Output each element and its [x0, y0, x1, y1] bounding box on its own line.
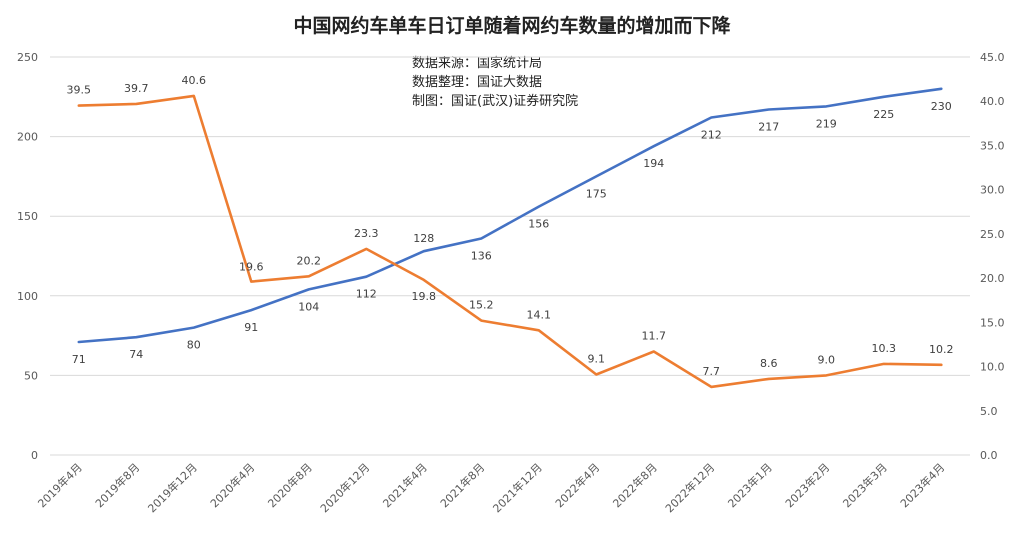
data-label: 71: [72, 353, 86, 366]
data-label: 194: [643, 157, 664, 170]
y-left-tick: 50: [24, 369, 38, 382]
x-tick-label: 2021年8月: [437, 460, 487, 510]
data-label: 15.2: [469, 299, 494, 312]
annotation-source: 数据来源：国家统计局: [412, 55, 542, 71]
data-label: 9.1: [588, 353, 606, 366]
data-label: 8.6: [760, 357, 778, 370]
x-tick-label: 2023年3月: [840, 460, 890, 510]
data-label: 156: [528, 218, 549, 231]
data-label: 104: [298, 300, 319, 313]
y-right-tick: 15.0: [980, 316, 1005, 329]
x-tick-label: 2020年12月: [317, 460, 372, 515]
data-label: 225: [873, 108, 894, 121]
annotation-maker: 制图：国证(武汉)证券研究院: [412, 93, 578, 109]
data-label: 23.3: [354, 227, 379, 240]
axes: 0 50 100 150 200 250 0.0 5.0 10.0 15.0 20.0 25.0 30.…: [17, 51, 1005, 515]
x-tick-label: 2020年4月: [207, 460, 257, 510]
y-left-tick: 250: [17, 51, 38, 64]
annotation-organizer: 数据整理：国证大数据: [412, 75, 542, 90]
x-tick-label: 2022年4月: [552, 460, 602, 510]
x-tick-label: 2019年4月: [35, 460, 85, 510]
data-label: 91: [244, 321, 258, 334]
series-line-right: [77, 94, 943, 389]
data-label: 7.7: [703, 365, 721, 378]
data-label: 39.5: [67, 84, 92, 97]
data-label: 212: [701, 128, 722, 141]
data-label: 39.7: [124, 82, 149, 95]
data-label: 80: [187, 339, 201, 352]
data-label: 9.0: [818, 353, 836, 366]
data-label: 10.2: [929, 343, 954, 356]
data-label: 11.7: [642, 330, 667, 343]
data-labels: 71 74 80 91 104 112 128 136 156 175 194 212 217 219 22…: [67, 74, 954, 378]
data-label: 19.8: [412, 290, 437, 303]
x-tick-label: 2021年12月: [490, 460, 545, 515]
x-tick-label: 2019年12月: [145, 460, 200, 515]
series-line-left: [77, 87, 943, 344]
data-label: 74: [129, 348, 143, 361]
data-label: 136: [471, 249, 492, 262]
data-label: 20.2: [297, 254, 322, 267]
y-left-tick: 150: [17, 210, 38, 223]
data-label: 40.6: [182, 74, 207, 87]
data-label: 217: [758, 121, 779, 134]
data-label: 19.6: [239, 261, 264, 274]
x-tick-label: 2019年8月: [92, 460, 142, 510]
y-right-tick: 25.0: [980, 228, 1005, 241]
y-right-tick: 0.0: [980, 449, 998, 462]
y-left-tick: 200: [17, 131, 38, 144]
data-label: 230: [931, 100, 952, 113]
gridlines: [50, 56, 970, 456]
y-right-tick: 35.0: [980, 139, 1005, 152]
x-tick-label: 2023年4月: [897, 460, 947, 510]
y-right-tick: 5.0: [980, 405, 998, 418]
x-tick-label: 2021年4月: [380, 460, 430, 510]
y-right-tick: 30.0: [980, 184, 1005, 197]
data-label: 175: [586, 187, 607, 200]
y-right-tick: 20.0: [980, 272, 1005, 285]
data-label: 128: [413, 232, 434, 245]
x-tick-label: 2022年8月: [610, 460, 660, 510]
data-label: 112: [356, 288, 377, 301]
y-left-tick: 100: [17, 290, 38, 303]
y-right-tick: 45.0: [980, 51, 1005, 64]
data-label: 10.3: [872, 342, 897, 355]
data-label: 14.1: [527, 308, 552, 321]
y-right-tick: 40.0: [980, 95, 1005, 108]
y-right-tick: 10.0: [980, 361, 1005, 374]
chart-title: 中国网约车单车日订单随着网约车数量的增加而下降: [293, 14, 731, 37]
x-tick-label: 2023年2月: [782, 460, 832, 510]
x-tick-label: 2023年1月: [725, 460, 775, 510]
data-label: 219: [816, 117, 837, 130]
x-tick-label: 2020年8月: [265, 460, 315, 510]
x-tick-label: 2022年12月: [662, 460, 717, 515]
series: [77, 87, 943, 389]
y-left-tick: 0: [31, 449, 38, 462]
